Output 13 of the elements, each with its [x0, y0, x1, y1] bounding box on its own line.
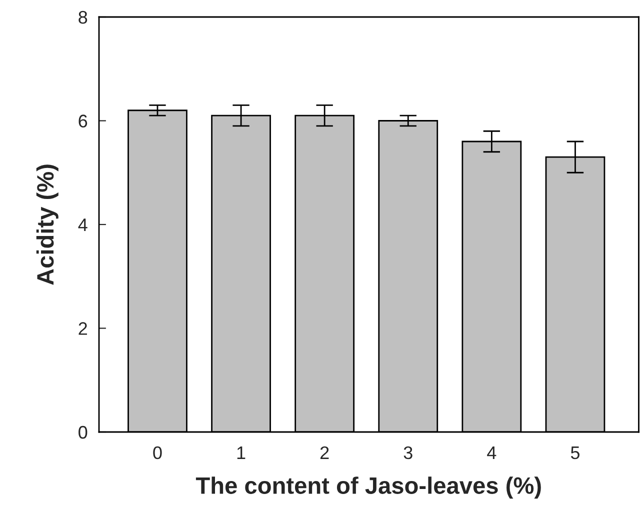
x-tick-label: 1 — [237, 446, 246, 459]
x-axis-title: The content of Jaso-leaves (%) — [196, 476, 541, 499]
y-tick-label: 6 — [78, 114, 88, 128]
x-tick-label: 3 — [404, 446, 412, 460]
y-tick-label: 0 — [78, 426, 88, 439]
y-tick-label: 2 — [78, 322, 87, 335]
y-axis-title: Acidity (%) — [36, 164, 58, 285]
y-tick-label: 4 — [78, 218, 88, 232]
x-tick-label: 5 — [570, 446, 580, 460]
x-tick-label: 4 — [487, 446, 496, 459]
x-tick-label: 0 — [153, 446, 162, 460]
y-tick-label: 8 — [78, 10, 88, 24]
x-tick-label: 2 — [320, 446, 329, 459]
